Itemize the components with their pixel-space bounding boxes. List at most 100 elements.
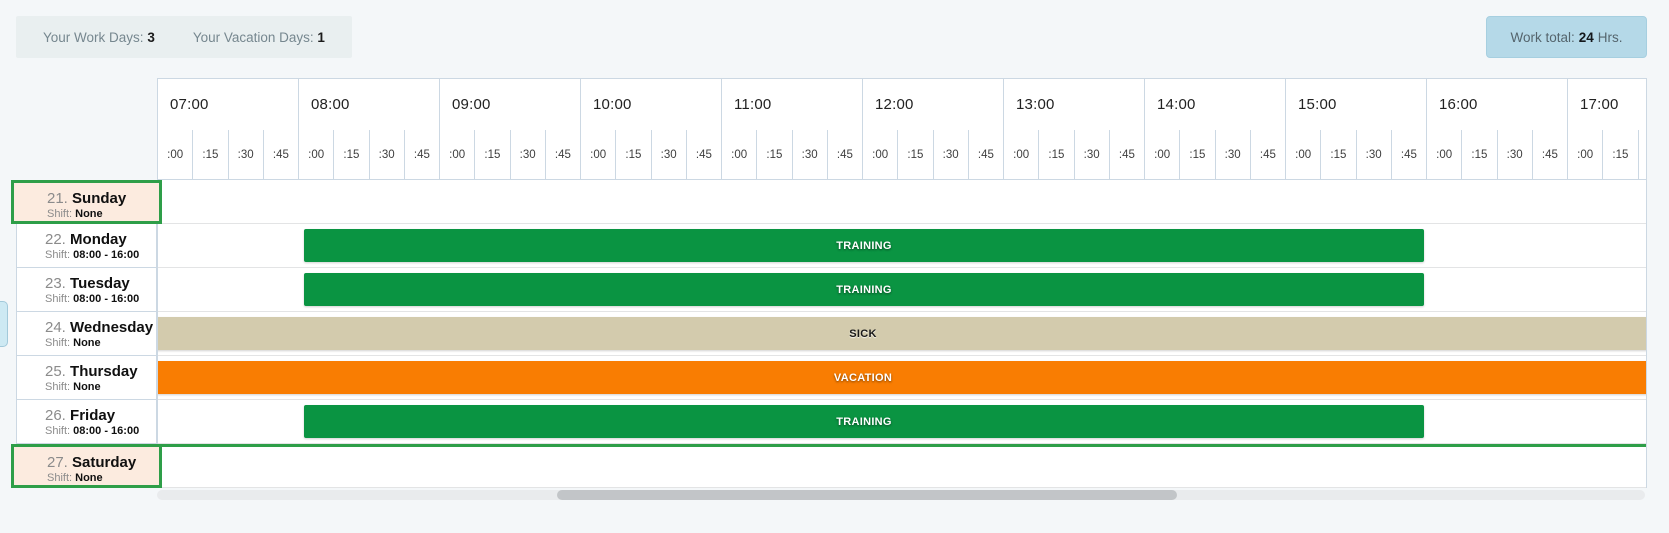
day-shift: Shift: 08:00 - 16:00 [45, 425, 156, 438]
horizontal-scrollbar-thumb[interactable] [557, 490, 1177, 500]
quarter-header-cell: :00 [1145, 130, 1181, 179]
day-number: 23. [45, 275, 66, 292]
timeline-row-thursday[interactable]: VACATION [158, 356, 1646, 400]
shift-label: Shift: [45, 381, 71, 393]
quarter-header-cell: :30 [229, 130, 264, 179]
quarter-header-cell: :45 [969, 130, 1004, 179]
hour-header-cell: 13:00 [1004, 79, 1145, 130]
shift-value: None [75, 472, 103, 484]
day-number: 24. [45, 319, 66, 336]
quarter-header-cell: :45 [1110, 130, 1145, 179]
quarter-header-cell: :15 [193, 130, 229, 179]
quarter-header-cell: :45 [264, 130, 299, 179]
day-name: Tuesday [70, 275, 130, 292]
timeline-row-sunday[interactable] [158, 180, 1646, 224]
shift-value: None [73, 337, 101, 349]
event-bar-sick[interactable]: SICK [158, 317, 1646, 350]
timeline-quarters-header: :00:15:30:45:00:15:30:45:00:15:30:45:00:… [158, 130, 1646, 180]
quarter-header-cell: :30 [1216, 130, 1251, 179]
quarter-header-cell: :15 [475, 130, 511, 179]
horizontal-scrollbar-track[interactable] [157, 490, 1645, 500]
shift-label: Shift: [47, 208, 73, 220]
quarter-header-cell: :30 [511, 130, 546, 179]
event-bar-vacation[interactable]: VACATION [158, 361, 1646, 394]
day-label-friday[interactable]: 26. Friday Shift: 08:00 - 16:00 [16, 400, 157, 444]
day-label-sunday[interactable]: 21. Sunday Shift: None [11, 180, 162, 224]
quarter-header-cell: :00 [1286, 130, 1322, 179]
day-label-monday[interactable]: 22. Monday Shift: 08:00 - 16:00 [16, 224, 157, 268]
event-bar-training[interactable]: TRAINING [304, 273, 1424, 306]
quarter-header-cell: :30 [370, 130, 405, 179]
quarter-header-cell: :15 [757, 130, 793, 179]
timeline-hours-header: 07:00 08:00 09:00 10:00 11:00 12:00 13:00 14:00… [158, 78, 1646, 130]
timeline-rows: TRAINING TRAINING SICK VACATION TRAINING [158, 180, 1646, 488]
timeline-row-friday[interactable]: TRAINING [158, 400, 1646, 444]
day-title: 21. Sunday [47, 188, 159, 208]
hour-header-cell: 07:00 [158, 79, 299, 130]
quarter-header-cell: :15 [898, 130, 934, 179]
shift-label: Shift: [45, 425, 71, 437]
day-number: 26. [45, 407, 66, 424]
work-days-label: Your Work Days: [43, 29, 144, 45]
day-label-wednesday[interactable]: 24. Wednesday Shift: None [16, 312, 157, 356]
shift-value: 08:00 - 16:00 [73, 425, 140, 437]
work-total-label: Work total: [1510, 29, 1575, 45]
quarter-header-cell: :45 [828, 130, 863, 179]
day-title: 22. Monday [45, 229, 156, 249]
timeline-row-wednesday[interactable]: SICK [158, 312, 1646, 356]
left-drag-handle[interactable] [0, 301, 8, 347]
day-label-thursday[interactable]: 25. Thursday Shift: None [16, 356, 157, 400]
event-bar-label: TRAINING [836, 283, 892, 296]
quarter-header-cell: :30 [934, 130, 969, 179]
day-title: 25. Thursday [45, 361, 156, 381]
quarter-header-cell: :15 [1321, 130, 1357, 179]
quarter-header-cell: :30 [1075, 130, 1110, 179]
quarter-header-cell: :00 [1004, 130, 1040, 179]
quarter-header-cell: :30 [1639, 130, 1647, 179]
quarter-header-cell: :00 [863, 130, 899, 179]
hour-header-cell: 10:00 [581, 79, 722, 130]
shift-label: Shift: [47, 472, 73, 484]
day-label-saturday[interactable]: 27. Saturday Shift: None [11, 444, 162, 488]
hour-header-cell: 08:00 [299, 79, 440, 130]
day-number: 21. [47, 190, 68, 207]
quarter-header-cell: :45 [687, 130, 722, 179]
timeline-row-monday[interactable]: TRAINING [158, 224, 1646, 268]
quarter-header-cell: :45 [1251, 130, 1286, 179]
day-title: 27. Saturday [47, 452, 159, 472]
day-label-tuesday[interactable]: 23. Tuesday Shift: 08:00 - 16:00 [16, 268, 157, 312]
shift-value: None [73, 381, 101, 393]
day-labels-column: 21. Sunday Shift: None 22. Monday Shift: 08… [11, 180, 162, 488]
day-number: 27. [47, 454, 68, 471]
day-shift: Shift: None [45, 381, 156, 394]
quarter-header-cell: :15 [1603, 130, 1639, 179]
timeline-row-tuesday[interactable]: TRAINING [158, 268, 1646, 312]
summary-bar: Your Work Days: 3 Your Vacation Days: 1 [16, 16, 352, 58]
day-number: 25. [45, 363, 66, 380]
shift-label: Shift: [45, 337, 71, 349]
event-bar-label: SICK [849, 327, 877, 340]
quarter-header-cell: :15 [1039, 130, 1075, 179]
hour-header-cell: 15:00 [1286, 79, 1427, 130]
shift-label: Shift: [45, 293, 71, 305]
quarter-header-cell: :00 [722, 130, 758, 179]
quarter-header-cell: :45 [405, 130, 440, 179]
shift-label: Shift: [45, 249, 71, 261]
work-days-summary: Your Work Days: 3 [43, 30, 155, 45]
quarter-header-cell: :30 [1498, 130, 1533, 179]
event-bar-training[interactable]: TRAINING [304, 405, 1424, 438]
quarter-header-cell: :45 [1392, 130, 1427, 179]
day-shift: Shift: 08:00 - 16:00 [45, 249, 156, 262]
quarter-header-cell: :00 [1427, 130, 1463, 179]
day-shift: Shift: None [47, 472, 159, 485]
quarter-header-cell: :00 [158, 130, 194, 179]
event-bar-training[interactable]: TRAINING [304, 229, 1424, 262]
day-title: 24. Wednesday [45, 317, 156, 337]
day-name: Sunday [72, 190, 127, 207]
hour-header-cell: 12:00 [863, 79, 1004, 130]
work-total-badge: Work total: 24 Hrs. [1486, 16, 1647, 58]
timeline-row-saturday[interactable] [158, 444, 1646, 488]
day-shift: Shift: 08:00 - 16:00 [45, 293, 156, 306]
quarter-header-cell: :30 [793, 130, 828, 179]
quarter-header-cell: :45 [1533, 130, 1568, 179]
